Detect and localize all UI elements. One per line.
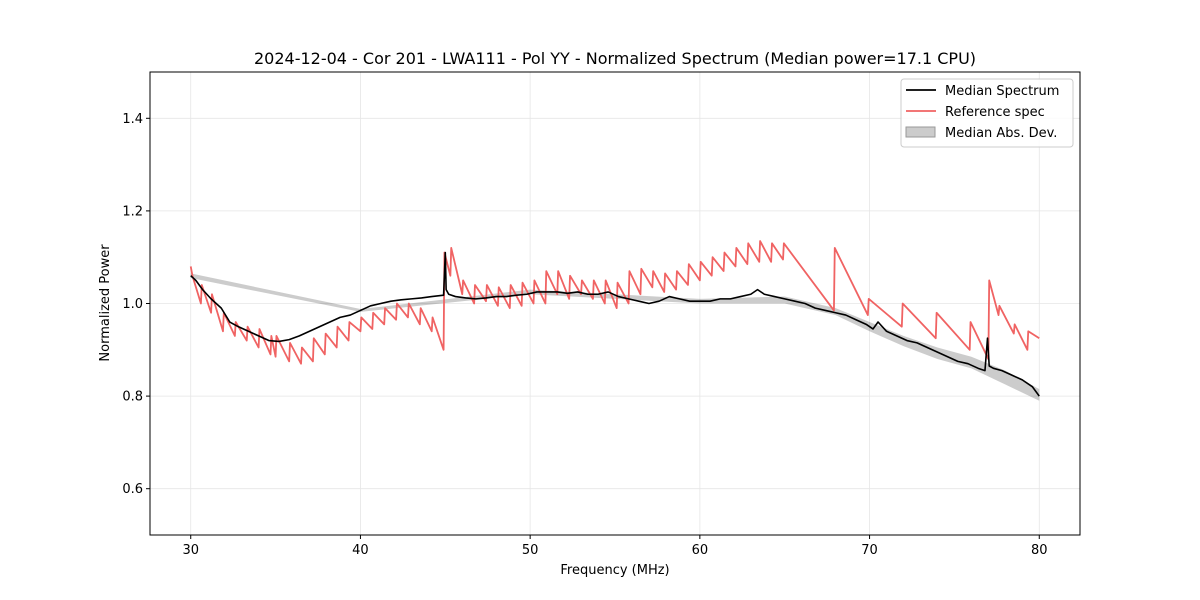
y-tick-label: 1.0 [122, 297, 143, 312]
legend-median-label: Median Spectrum [945, 84, 1059, 99]
reference-spectrum-line [189, 240, 1040, 365]
axis-ticks: 30 40 50 60 70 80 0.6 0.8 1.0 1.2 1.4 [122, 112, 1047, 558]
y-axis-label: Normalized Power [98, 244, 113, 362]
chart-title: 2024-12-04 - Cor 201 - LWA111 - Pol YY -… [254, 49, 976, 68]
y-tick-label: 1.2 [122, 204, 143, 219]
x-tick-label: 40 [352, 543, 369, 558]
x-axis-label: Frequency (MHz) [560, 563, 669, 578]
legend-mad-label: Median Abs. Dev. [945, 126, 1057, 141]
x-tick-label: 60 [692, 543, 709, 558]
y-tick-label: 0.6 [122, 482, 143, 497]
legend-box [900, 78, 1074, 148]
x-tick-label: 70 [861, 543, 878, 558]
legend: Median Spectrum Reference spec Median Ab… [900, 78, 1074, 148]
legend-reference-label: Reference spec [945, 105, 1045, 120]
legend-mad-swatch [905, 126, 936, 138]
x-tick-label: 80 [1031, 543, 1048, 558]
median-spectrum-line [190, 251, 1040, 397]
y-tick-label: 0.8 [122, 390, 143, 405]
y-tick-label: 1.4 [122, 112, 143, 127]
x-tick-label: 50 [522, 543, 539, 558]
median-abs-dev-band [190, 273, 1040, 401]
plot-data [189, 240, 1040, 401]
x-tick-label: 30 [182, 543, 199, 558]
